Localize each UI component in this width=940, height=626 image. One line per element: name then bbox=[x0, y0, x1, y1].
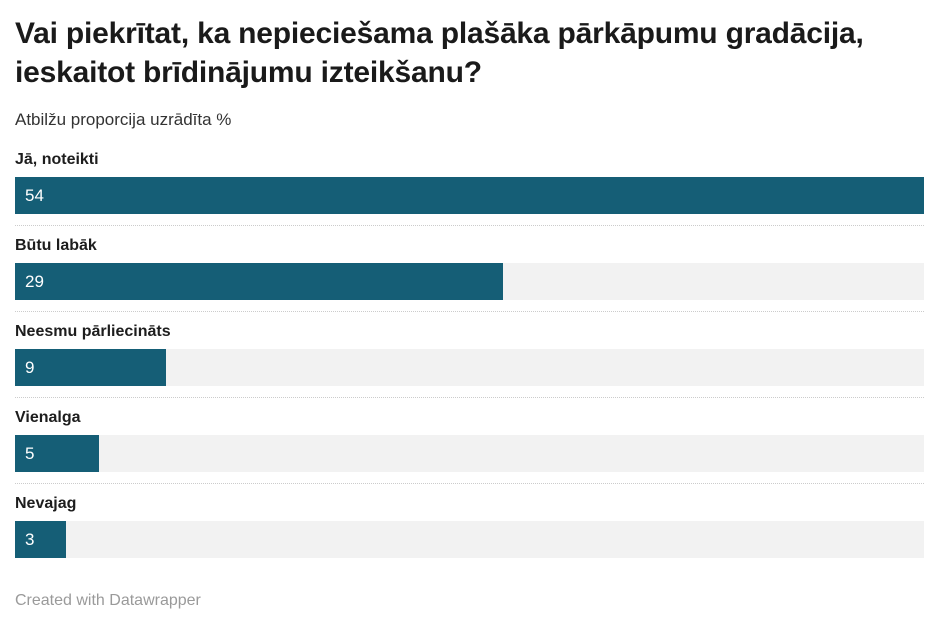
bar-category-label: Neesmu pārliecināts bbox=[15, 323, 171, 340]
bar-chart: Jā, noteikti 54 Būtu labāk 29 Neesmu pār… bbox=[15, 150, 924, 558]
bar-value-label: 29 bbox=[25, 271, 44, 291]
bar-row: Būtu labāk 29 bbox=[15, 236, 924, 312]
bar-row: Jā, noteikti 54 bbox=[15, 150, 924, 226]
chart-subtitle: Atbilžu proporcija uzrādīta % bbox=[15, 110, 232, 129]
bar-value-label: 3 bbox=[25, 529, 35, 549]
bar-value-label: 5 bbox=[25, 443, 35, 463]
bar: 54 bbox=[15, 177, 924, 214]
bar-track: 9 bbox=[15, 349, 924, 386]
bar: 3 bbox=[15, 521, 66, 558]
datawrapper-credit-link[interactable]: Created with Datawrapper bbox=[15, 592, 201, 609]
bar-row: Vienalga 5 bbox=[15, 408, 924, 484]
bar: 5 bbox=[15, 435, 100, 472]
bar-track: 54 bbox=[15, 177, 924, 214]
row-separator bbox=[15, 483, 924, 484]
bar-track: 3 bbox=[15, 521, 924, 558]
bar-value-label: 9 bbox=[25, 357, 35, 377]
chart-title: Vai piekrītat, ka nepieciešama plašāka p… bbox=[15, 17, 864, 89]
bar: 29 bbox=[15, 263, 504, 300]
bar-track: 29 bbox=[15, 263, 924, 300]
bar-value-label: 54 bbox=[25, 185, 44, 205]
bar: 9 bbox=[15, 349, 167, 386]
bar-category-label: Nevajag bbox=[15, 495, 77, 512]
bar-row: Neesmu pārliecināts 9 bbox=[15, 322, 924, 398]
bar-track: 5 bbox=[15, 435, 924, 472]
bar-category-label: Būtu labāk bbox=[15, 237, 97, 254]
bar-category-label: Jā, noteikti bbox=[15, 151, 99, 168]
row-separator bbox=[15, 225, 924, 226]
row-separator bbox=[15, 397, 924, 398]
chart-footer: Created with Datawrapper bbox=[15, 591, 924, 611]
bar-row: Nevajag 3 bbox=[15, 494, 924, 558]
bar-category-label: Vienalga bbox=[15, 409, 81, 426]
row-separator bbox=[15, 311, 924, 312]
